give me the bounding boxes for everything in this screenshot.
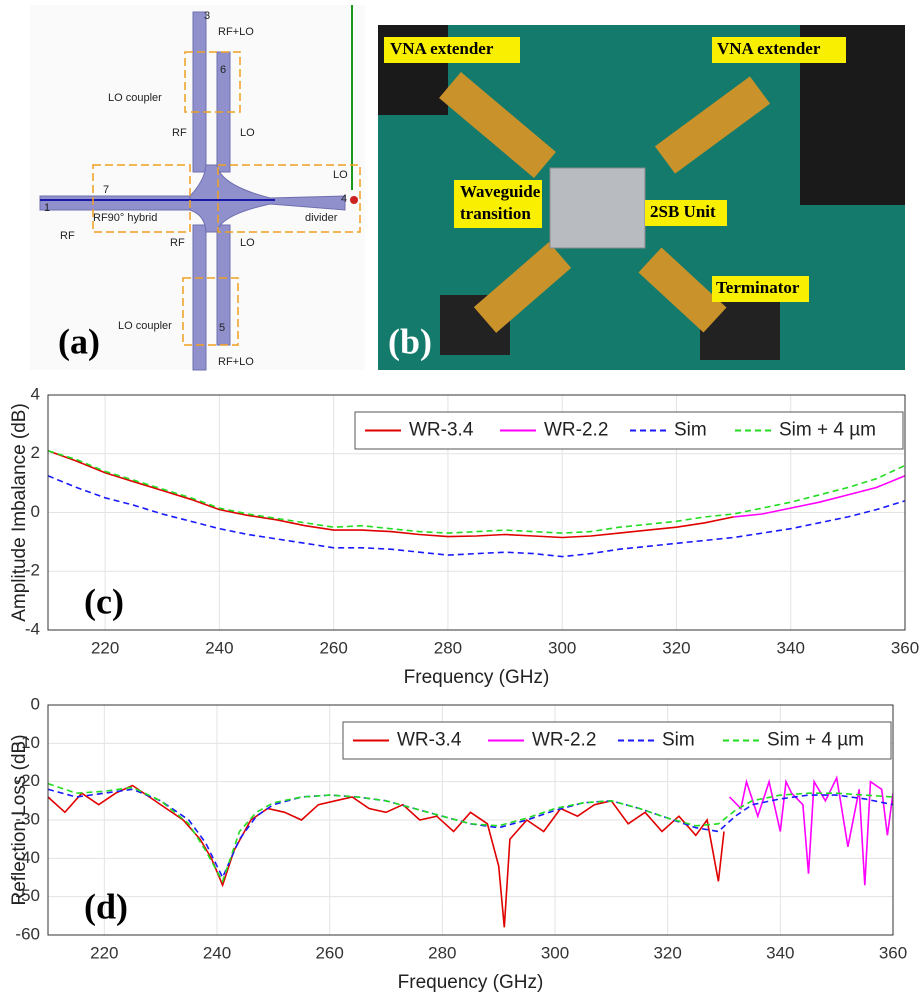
x-tick-label: 280 — [434, 638, 462, 657]
legend-label: Sim — [662, 730, 695, 751]
x-tick-label: 260 — [315, 943, 343, 962]
2sb-block — [550, 168, 645, 248]
y-tick-label: 2 — [31, 443, 40, 462]
y-axis-label: Amplitude Imbalance (dB) — [9, 403, 30, 622]
photo-panel: VNA extender VNA extender 2SB Unit Termi… — [378, 25, 905, 370]
annotation: LO — [240, 237, 255, 249]
annotation: LO coupler — [108, 92, 162, 104]
x-tick-label: 280 — [428, 943, 456, 962]
x-tick-label: 340 — [766, 943, 794, 962]
y-tick-label: 0 — [31, 694, 40, 713]
legend-label: WR-2.2 — [544, 420, 608, 441]
y-axis-label: Reflection Loss (dB) — [9, 734, 30, 905]
x-tick-label: 300 — [548, 638, 576, 657]
x-tick-label: 220 — [91, 638, 119, 657]
y-tick-label: -60 — [15, 924, 40, 943]
annotation: RF+LO — [218, 356, 254, 368]
y-tick-label: 4 — [31, 384, 40, 403]
port-marker — [350, 196, 358, 204]
x-tick-label: 220 — [90, 943, 118, 962]
panel-label: (a) — [58, 321, 100, 361]
x-axis-label: Frequency (GHz) — [404, 667, 550, 688]
x-tick-label: 300 — [541, 943, 569, 962]
x-tick-label: 260 — [319, 638, 347, 657]
annotation: RF+LO — [218, 26, 254, 38]
annotation: RF — [172, 127, 187, 139]
legend-label: Sim + 4 µm — [779, 420, 876, 441]
port-label: 3 — [204, 10, 210, 22]
legend-label: Sim + 4 µm — [767, 730, 864, 751]
x-tick-label: 360 — [891, 638, 919, 657]
y-tick-label: 0 — [31, 502, 40, 521]
legend-label: WR-2.2 — [532, 730, 596, 751]
x-axis-label: Frequency (GHz) — [398, 972, 544, 993]
annotation: divider — [305, 212, 338, 224]
photo-label: Waveguide — [460, 182, 541, 201]
panel-label: (d) — [84, 886, 128, 926]
port-label: 6 — [220, 64, 226, 76]
port-label: 1 — [44, 202, 50, 214]
x-tick-label: 240 — [203, 943, 231, 962]
port-label: 7 — [103, 184, 109, 196]
annotation: RF90° hybrid — [93, 212, 157, 224]
x-tick-label: 240 — [205, 638, 233, 657]
x-tick-label: 340 — [777, 638, 805, 657]
x-tick-label: 320 — [653, 943, 681, 962]
photo-label: Terminator — [716, 278, 800, 297]
panel-label: (c) — [84, 581, 124, 621]
figure: 3 6 7 1 4 5 RF+LO LO coupler RF LO LO RF… — [0, 0, 924, 998]
photo-label: transition — [460, 204, 531, 223]
x-tick-label: 360 — [879, 943, 907, 962]
x-tick-label: 320 — [662, 638, 690, 657]
panel-label: (b) — [388, 321, 432, 361]
port-label: 5 — [219, 322, 225, 334]
legend-label: Sim — [674, 420, 707, 441]
photo-label: VNA extender — [717, 39, 821, 58]
diagram-panel: 3 6 7 1 4 5 RF+LO LO coupler RF LO LO RF… — [30, 5, 365, 370]
legend-label: WR-3.4 — [409, 420, 474, 441]
annotation: LO — [333, 169, 348, 181]
annotation: RF — [170, 237, 185, 249]
photo-label: 2SB Unit — [650, 202, 716, 221]
legend-label: WR-3.4 — [397, 730, 462, 751]
photo-label: VNA extender — [390, 39, 494, 58]
annotation: LO coupler — [118, 320, 172, 332]
annotation: RF — [60, 230, 75, 242]
port-label: 4 — [341, 193, 347, 205]
annotation: LO — [240, 127, 255, 139]
